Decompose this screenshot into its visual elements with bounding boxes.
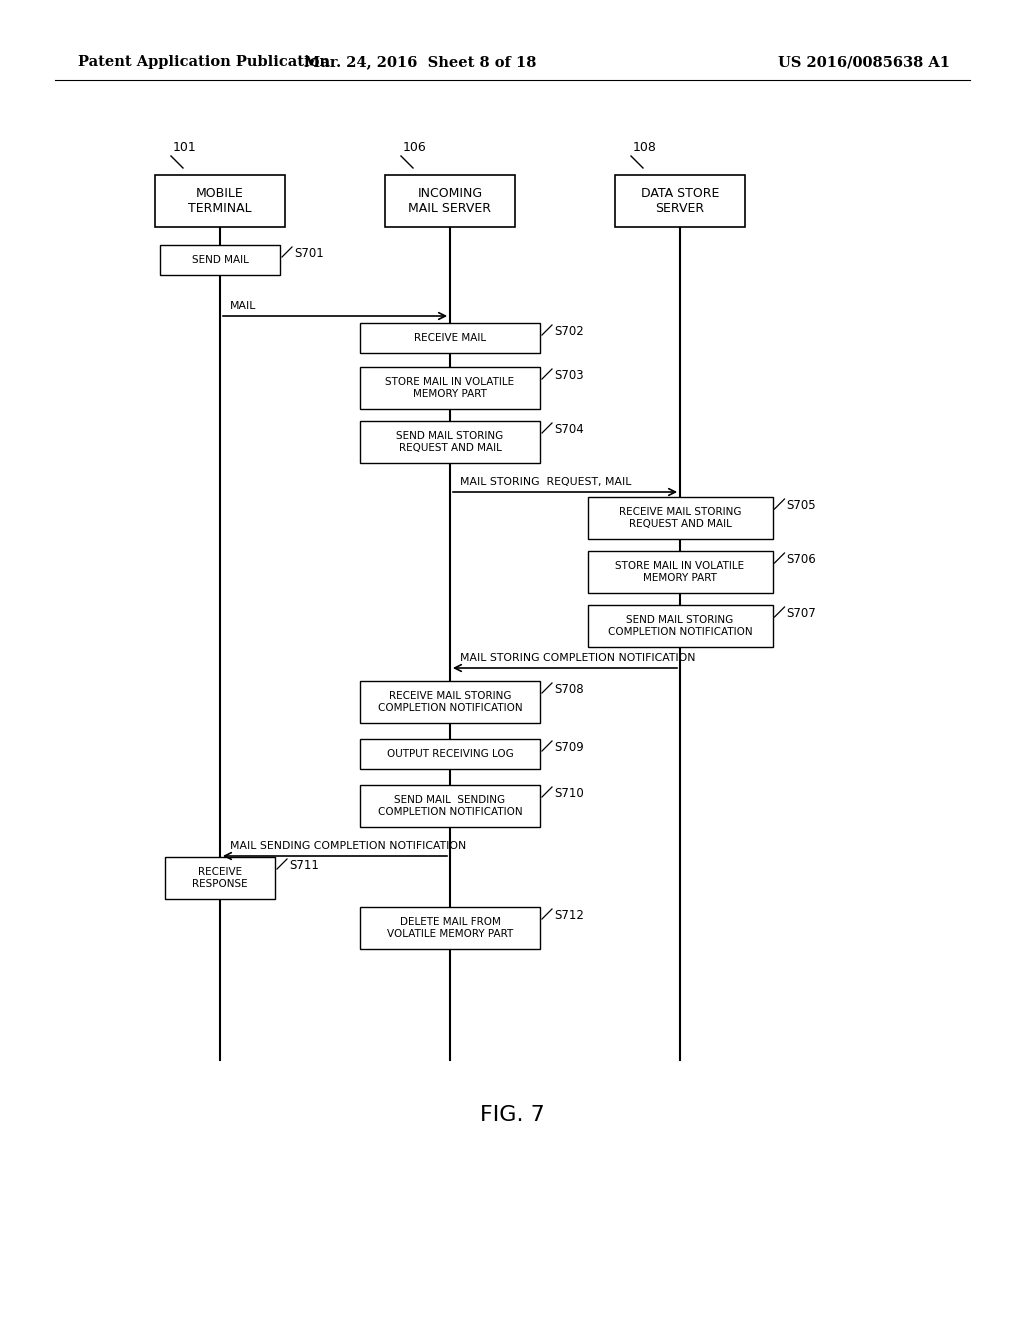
Text: STORE MAIL IN VOLATILE
MEMORY PART: STORE MAIL IN VOLATILE MEMORY PART [615,561,744,583]
Text: INCOMING
MAIL SERVER: INCOMING MAIL SERVER [409,187,492,215]
Bar [588,550,772,593]
Text: RECEIVE MAIL STORING
COMPLETION NOTIFICATION: RECEIVE MAIL STORING COMPLETION NOTIFICA… [378,692,522,713]
Text: MOBILE
TERMINAL: MOBILE TERMINAL [188,187,252,215]
Text: 106: 106 [403,141,427,154]
Bar [360,681,540,723]
Text: MAIL: MAIL [230,301,256,312]
Text: RECEIVE MAIL STORING
REQUEST AND MAIL: RECEIVE MAIL STORING REQUEST AND MAIL [618,507,741,529]
Text: DATA STORE
SERVER: DATA STORE SERVER [641,187,719,215]
Text: 101: 101 [173,141,197,154]
Text: OUTPUT RECEIVING LOG: OUTPUT RECEIVING LOG [387,748,513,759]
Text: S701: S701 [294,247,324,260]
Text: Mar. 24, 2016  Sheet 8 of 18: Mar. 24, 2016 Sheet 8 of 18 [304,55,537,69]
Bar [615,176,745,227]
Bar [588,605,772,647]
Text: SEND MAIL: SEND MAIL [191,255,249,265]
Bar [160,246,280,275]
Text: SEND MAIL  SENDING
COMPLETION NOTIFICATION: SEND MAIL SENDING COMPLETION NOTIFICATIO… [378,795,522,817]
Text: S711: S711 [289,859,318,873]
Text: S707: S707 [786,607,816,620]
Bar [360,367,540,409]
Text: STORE MAIL IN VOLATILE
MEMORY PART: STORE MAIL IN VOLATILE MEMORY PART [385,378,515,399]
Bar [360,421,540,463]
Text: S712: S712 [554,909,584,921]
Text: RECEIVE MAIL: RECEIVE MAIL [414,333,486,343]
Text: DELETE MAIL FROM
VOLATILE MEMORY PART: DELETE MAIL FROM VOLATILE MEMORY PART [387,917,513,939]
Text: S709: S709 [554,741,584,754]
Text: S710: S710 [554,787,584,800]
Text: 108: 108 [633,141,656,154]
Text: FIG. 7: FIG. 7 [479,1105,545,1125]
Text: S705: S705 [786,499,816,512]
Bar [588,498,772,539]
Text: S706: S706 [786,553,816,566]
Bar [155,176,285,227]
Text: MAIL STORING COMPLETION NOTIFICATION: MAIL STORING COMPLETION NOTIFICATION [460,653,695,663]
Text: SEND MAIL STORING
COMPLETION NOTIFICATION: SEND MAIL STORING COMPLETION NOTIFICATIO… [607,615,753,636]
Text: MAIL STORING  REQUEST, MAIL: MAIL STORING REQUEST, MAIL [460,477,632,487]
Text: Patent Application Publication: Patent Application Publication [78,55,330,69]
Bar [385,176,515,227]
Bar [360,785,540,828]
Bar [360,739,540,770]
Text: SEND MAIL STORING
REQUEST AND MAIL: SEND MAIL STORING REQUEST AND MAIL [396,432,504,453]
Bar [360,907,540,949]
Text: MAIL SENDING COMPLETION NOTIFICATION: MAIL SENDING COMPLETION NOTIFICATION [230,841,466,851]
Text: S702: S702 [554,325,584,338]
Text: RECEIVE
RESPONSE: RECEIVE RESPONSE [193,867,248,888]
Text: US 2016/0085638 A1: US 2016/0085638 A1 [778,55,950,69]
Text: S704: S704 [554,422,584,436]
Bar [360,323,540,352]
Bar [165,857,275,899]
Text: S708: S708 [554,682,584,696]
Text: S703: S703 [554,370,584,381]
